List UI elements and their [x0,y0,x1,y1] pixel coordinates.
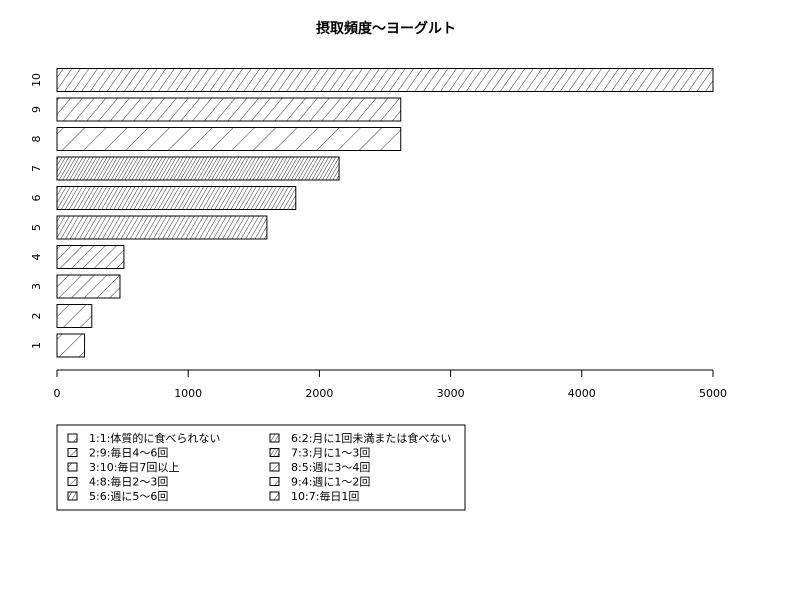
x-tick-label: 1000 [174,387,202,400]
y-tick-label: 6 [30,195,43,202]
legend-entry: 7:3:月に1〜3回 [291,447,370,460]
legend-entry: 3:10:毎日7回以上 [89,461,179,474]
legend-swatch [67,477,78,486]
y-tick-label: 3 [30,283,43,290]
legend-swatch [67,448,78,457]
legend-entry: 1:1:体質的に食べられない [89,431,220,445]
legend-swatch [67,491,78,501]
chart-title: 摂取頻度〜ヨーグルト [316,20,456,37]
x-tick-label: 5000 [699,387,727,400]
x-tick-label: 4000 [568,387,596,400]
bar-10 [56,68,714,92]
bars [56,68,714,358]
x-tick-label: 3000 [437,387,465,400]
legend-entry: 2:9:毎日4〜6回 [89,447,168,460]
x-tick-label: 2000 [305,387,333,400]
y-tick-label: 1 [30,342,43,349]
bar-7 [56,156,340,181]
bar-3 [56,274,121,299]
y-tick-label: 2 [30,313,43,320]
bar-6 [56,186,297,210]
bar-4 [56,245,125,269]
y-tick-label: 9 [30,106,43,113]
x-tick-label: 0 [54,387,61,400]
bar-1 [56,333,86,358]
legend-box [56,424,466,511]
legend-entry: 10:7:毎日1回 [291,490,359,503]
legend-entry: 4:8:毎日2〜3回 [89,476,168,489]
legend-entry: 9:4:週に1〜2回 [291,476,370,489]
legend: 1:1:体質的に食べられない 2:9:毎日4〜6回3:10:毎日7回以上 4:8:毎… [56,424,466,511]
legend-swatch [67,433,78,443]
legend-swatch [269,433,280,443]
legend-swatch [269,477,280,486]
legend-swatch [269,462,280,472]
legend-swatch [269,491,280,501]
y-axis: 1 2 3 4 5 6 7 8 9 10 [30,73,43,349]
legend-entry: 6:2:月に1回未満または食べない [291,431,451,445]
x-axis: 0 1000 2000 3000 4000 5000 [54,369,727,400]
bar-5 [56,215,268,240]
y-tick-label: 10 [30,73,43,87]
bar-9 [56,97,402,122]
y-tick-label: 8 [30,136,43,143]
legend-swatch [67,462,78,472]
bar-2 [56,304,93,328]
legend-entry: 8:5:週に3〜4回 [291,461,370,474]
bar-8 [56,127,402,151]
y-tick-label: 5 [30,224,43,231]
legend-entry: 5:6:週に5〜6回 [89,490,168,503]
y-tick-label: 4 [30,254,43,261]
y-tick-label: 7 [30,165,43,172]
legend-swatch [269,448,280,457]
